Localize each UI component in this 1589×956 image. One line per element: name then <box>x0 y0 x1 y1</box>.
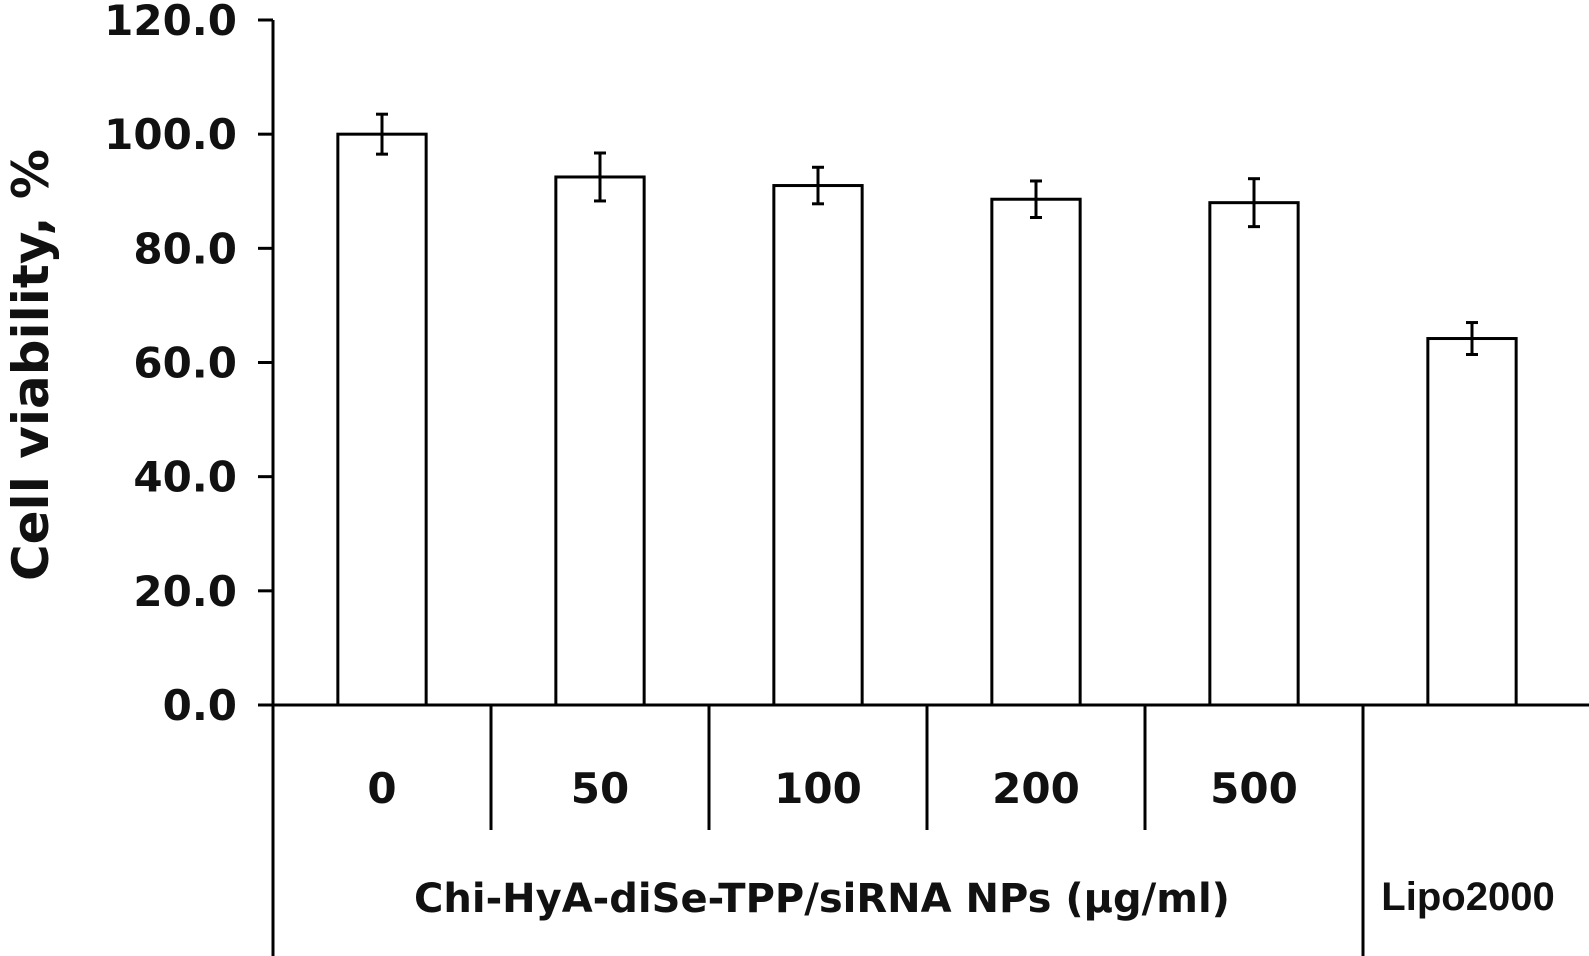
y-tick-label-4: 80.0 <box>133 224 237 273</box>
group-label-lipo2000: Lipo2000 <box>1381 875 1554 919</box>
category-labels: 0 50 100 200 500 <box>367 764 1297 813</box>
bar-4 <box>1208 201 1300 707</box>
bar-3 <box>990 197 1082 707</box>
axes <box>271 20 1589 956</box>
bar-2 <box>772 184 864 707</box>
y-tick-label-5: 100.0 <box>104 110 237 159</box>
error-bars <box>376 112 1478 357</box>
category-label-3: 200 <box>992 764 1080 813</box>
bars <box>336 132 1518 707</box>
y-tick-label-1: 20.0 <box>133 567 237 616</box>
y-axis-label: Cell viability, % <box>2 149 60 581</box>
group-label-nps: Chi-HyA-diSe-TPP/siRNA NPs (µg/ml) <box>414 876 1230 922</box>
y-axis-ticks: 0.0 20.0 40.0 60.0 80.0 100.0 120.0 <box>104 0 273 730</box>
category-label-1: 50 <box>571 764 629 813</box>
category-label-2: 100 <box>774 764 862 813</box>
y-tick-label-2: 40.0 <box>133 453 237 502</box>
y-tick-label-6: 120.0 <box>104 0 237 45</box>
bar-1 <box>554 175 646 707</box>
category-dividers <box>489 705 1365 956</box>
bar-0 <box>336 132 428 707</box>
category-label-0: 0 <box>367 764 396 813</box>
category-label-4: 500 <box>1210 764 1298 813</box>
bar-5 <box>1426 337 1518 707</box>
y-tick-label-3: 60.0 <box>133 339 237 388</box>
y-tick-label-0: 0.0 <box>163 681 237 730</box>
